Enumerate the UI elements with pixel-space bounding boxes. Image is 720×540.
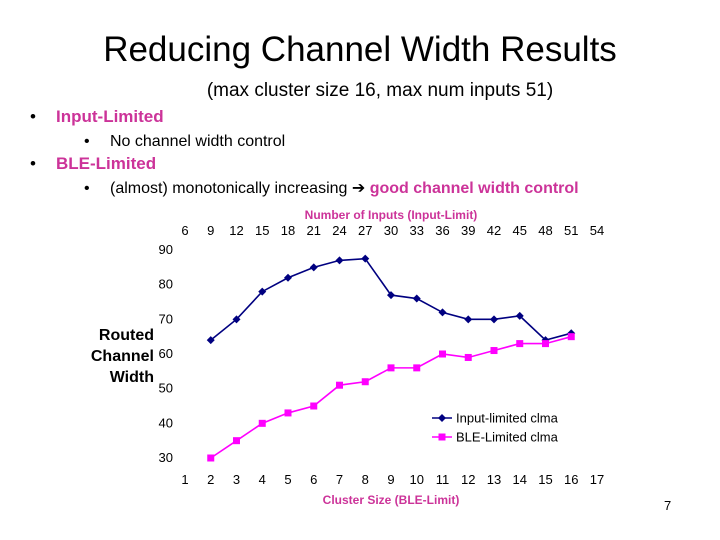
data-point xyxy=(361,254,370,263)
slide-subtitle: (max cluster size 16, max num inputs 51) xyxy=(206,80,554,101)
data-point xyxy=(310,402,318,410)
x-tick-label: 8 xyxy=(362,472,369,487)
x2-tick-label: 30 xyxy=(384,223,398,238)
x-tick-label: 10 xyxy=(410,472,424,487)
slide-title: Reducing Channel Width Results xyxy=(103,30,617,69)
y-axis-label: Routed Channel Width xyxy=(90,327,154,386)
data-point xyxy=(464,353,472,361)
x2-tick-label: 36 xyxy=(435,223,449,238)
data-point xyxy=(464,315,473,324)
legend-label: BLE-Limited clma xyxy=(456,430,559,445)
data-point xyxy=(335,256,344,265)
x-axis-title: Cluster Size (BLE-Limit) xyxy=(323,493,460,507)
x-tick-label: 16 xyxy=(564,472,578,487)
x-tick-label: 6 xyxy=(310,472,317,487)
data-point xyxy=(309,263,318,272)
bullet-label: Input-Limited xyxy=(56,107,164,126)
x-tick-label: 9 xyxy=(387,472,394,487)
bullet-label: (almost) monotonically increasing xyxy=(110,180,352,197)
data-point xyxy=(515,311,524,320)
x2-tick-label: 39 xyxy=(461,223,475,238)
x2-tick-label: 54 xyxy=(590,223,604,238)
x-tick-label: 2 xyxy=(207,472,214,487)
x2-tick-label: 24 xyxy=(332,223,346,238)
x2-tick-label: 48 xyxy=(538,223,552,238)
y-tick-label: 40 xyxy=(159,415,173,430)
legend-label: Input-limited clma xyxy=(456,411,559,426)
sub-bullet-no-control: • No channel width control xyxy=(84,131,285,153)
x2-tick-label: 21 xyxy=(307,223,321,238)
x-tick-label: 3 xyxy=(233,472,240,487)
data-point xyxy=(284,273,292,282)
x-tick-label: 14 xyxy=(513,472,527,487)
bullet-marker: • xyxy=(84,180,90,197)
y-tick-label: 50 xyxy=(159,381,173,396)
x-tick-label: 1 xyxy=(181,472,188,487)
data-point xyxy=(387,364,395,372)
y-tick-label: 60 xyxy=(159,346,173,361)
bullet-marker: • xyxy=(30,107,36,126)
bullet-ble-limited: • BLE-Limited xyxy=(30,153,156,175)
bullet-input-limited: • Input-Limited xyxy=(30,106,164,128)
x2-tick-label: 12 xyxy=(229,223,243,238)
bullet-label: No channel width control xyxy=(110,133,286,150)
data-point xyxy=(413,364,421,372)
data-point xyxy=(516,340,524,348)
x-tick-label: 13 xyxy=(487,472,501,487)
data-point xyxy=(258,419,266,427)
page-number: 7 xyxy=(664,498,672,513)
x2-tick-label: 9 xyxy=(207,223,214,238)
data-point xyxy=(490,347,498,355)
data-point xyxy=(206,336,215,345)
sub-bullet-monotonic: • (almost) monotonically increasing ➔ goo… xyxy=(84,178,579,200)
x2-tick-label: 42 xyxy=(487,223,501,238)
data-point xyxy=(258,287,267,296)
data-point xyxy=(490,315,498,324)
x2-tick-label: 45 xyxy=(513,223,527,238)
x-tick-label: 12 xyxy=(461,472,475,487)
x2-tick-label: 18 xyxy=(281,223,295,238)
data-point xyxy=(207,454,215,462)
x-tick-label: 4 xyxy=(259,472,266,487)
y-tick-label: 80 xyxy=(159,277,173,292)
bullet-label: BLE-Limited xyxy=(56,154,157,173)
x2-tick-label: 15 xyxy=(255,223,269,238)
x-tick-label: 11 xyxy=(436,472,450,487)
data-point xyxy=(438,308,447,317)
y-tick-label: 70 xyxy=(159,311,173,326)
data-point xyxy=(361,378,369,386)
x2-tick-label: 27 xyxy=(358,223,372,238)
y-tick-label: 90 xyxy=(159,242,173,257)
x2-tick-label: 51 xyxy=(564,223,578,238)
x-tick-label: 17 xyxy=(590,472,604,487)
data-point xyxy=(542,340,549,348)
x-tick-label: 15 xyxy=(538,472,552,487)
data-point xyxy=(412,294,421,303)
data-point xyxy=(567,333,575,341)
data-point xyxy=(336,381,343,389)
x2-tick-label: 6 xyxy=(181,223,188,238)
data-point xyxy=(284,409,292,417)
series-line-0 xyxy=(210,257,572,342)
data-point xyxy=(439,350,446,358)
bullet-marker: • xyxy=(30,154,36,173)
x2-tick-label: 33 xyxy=(410,223,424,238)
x2-axis-title: Number of Inputs (Input-Limit) xyxy=(305,208,478,222)
data-point xyxy=(387,291,395,300)
arrow-icon: ➔ xyxy=(351,180,366,197)
data-point xyxy=(232,315,241,324)
legend-marker xyxy=(438,414,446,422)
legend-marker xyxy=(438,433,446,441)
y-tick-label: 30 xyxy=(159,450,173,465)
x-tick-label: 5 xyxy=(284,472,291,487)
bullet-highlight: good channel width control xyxy=(369,180,579,197)
data-point xyxy=(233,437,240,445)
x-tick-label: 7 xyxy=(336,472,343,487)
bullet-marker: • xyxy=(84,133,90,150)
